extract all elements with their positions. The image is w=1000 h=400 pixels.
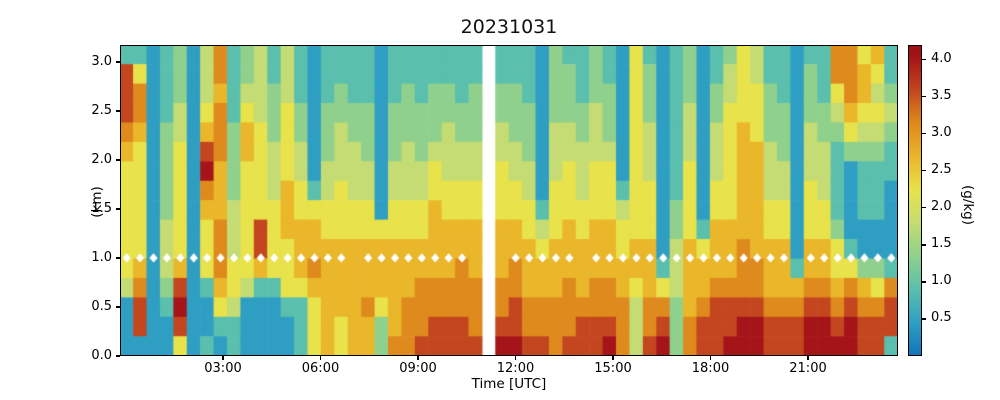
colorbar-tick-mark xyxy=(922,318,926,320)
x-tick-mark xyxy=(612,356,614,360)
y-tick-mark xyxy=(116,61,120,63)
x-tick-label: 12:00 xyxy=(496,361,535,376)
x-tick-label: 09:00 xyxy=(399,361,437,376)
x-tick-label: 21:00 xyxy=(789,361,827,376)
colorbar-tick-mark xyxy=(922,207,926,209)
x-tick-mark xyxy=(222,356,224,360)
colorbar-tick-label: 0.5 xyxy=(931,310,952,326)
y-tick-mark xyxy=(116,208,120,210)
colorbar-tick-mark xyxy=(922,281,926,283)
y-tick-label: 0.0 xyxy=(91,347,112,363)
x-tick-mark xyxy=(807,356,809,360)
y-tick-mark xyxy=(116,159,120,161)
colorbar-tick-mark xyxy=(922,96,926,98)
colorbar-tick-label: 1.0 xyxy=(931,273,952,289)
colorbar-canvas xyxy=(908,45,922,356)
y-tick-label: 1.0 xyxy=(91,249,112,265)
y-tick-label: 2.0 xyxy=(91,151,112,167)
x-tick-label: 18:00 xyxy=(691,361,730,376)
colorbar-tick-mark xyxy=(922,244,926,246)
x-tick-label: 03:00 xyxy=(204,361,242,376)
colorbar-tick-label: 3.5 xyxy=(931,88,952,104)
x-tick-label: 15:00 xyxy=(594,361,632,376)
colorbar-tick-label: 2.0 xyxy=(931,199,952,215)
colorbar-tick-label: 2.5 xyxy=(931,162,952,178)
x-tick-mark xyxy=(709,356,712,360)
plot-title: 20231031 xyxy=(460,16,558,38)
y-tick-mark xyxy=(116,110,120,112)
y-tick-mark xyxy=(116,306,120,308)
x-tick-mark xyxy=(319,356,322,360)
x-tick-mark xyxy=(417,356,419,360)
colorbar-tick-mark xyxy=(922,133,926,135)
y-tick-label: 0.5 xyxy=(91,298,112,314)
x-tick-mark xyxy=(514,356,517,360)
colorbar-tick-mark xyxy=(922,170,926,172)
colorbar-tick-label: 4.0 xyxy=(931,51,952,67)
colorbar-label: (g/kg) xyxy=(960,184,976,226)
heatmap-canvas xyxy=(120,45,898,356)
y-tick-mark xyxy=(116,355,120,357)
y-tick-label: 3.0 xyxy=(91,53,112,69)
y-tick-label: 2.5 xyxy=(91,102,112,118)
colorbar-tick-label: 1.5 xyxy=(931,236,952,252)
y-tick-mark xyxy=(116,257,120,259)
colorbar-tick-mark xyxy=(922,59,926,61)
x-tick-label: 06:00 xyxy=(301,361,340,376)
y-tick-label: 1.5 xyxy=(91,200,112,216)
x-axis-label: Time [UTC] xyxy=(471,376,547,392)
colorbar-tick-label: 3.0 xyxy=(931,125,952,141)
